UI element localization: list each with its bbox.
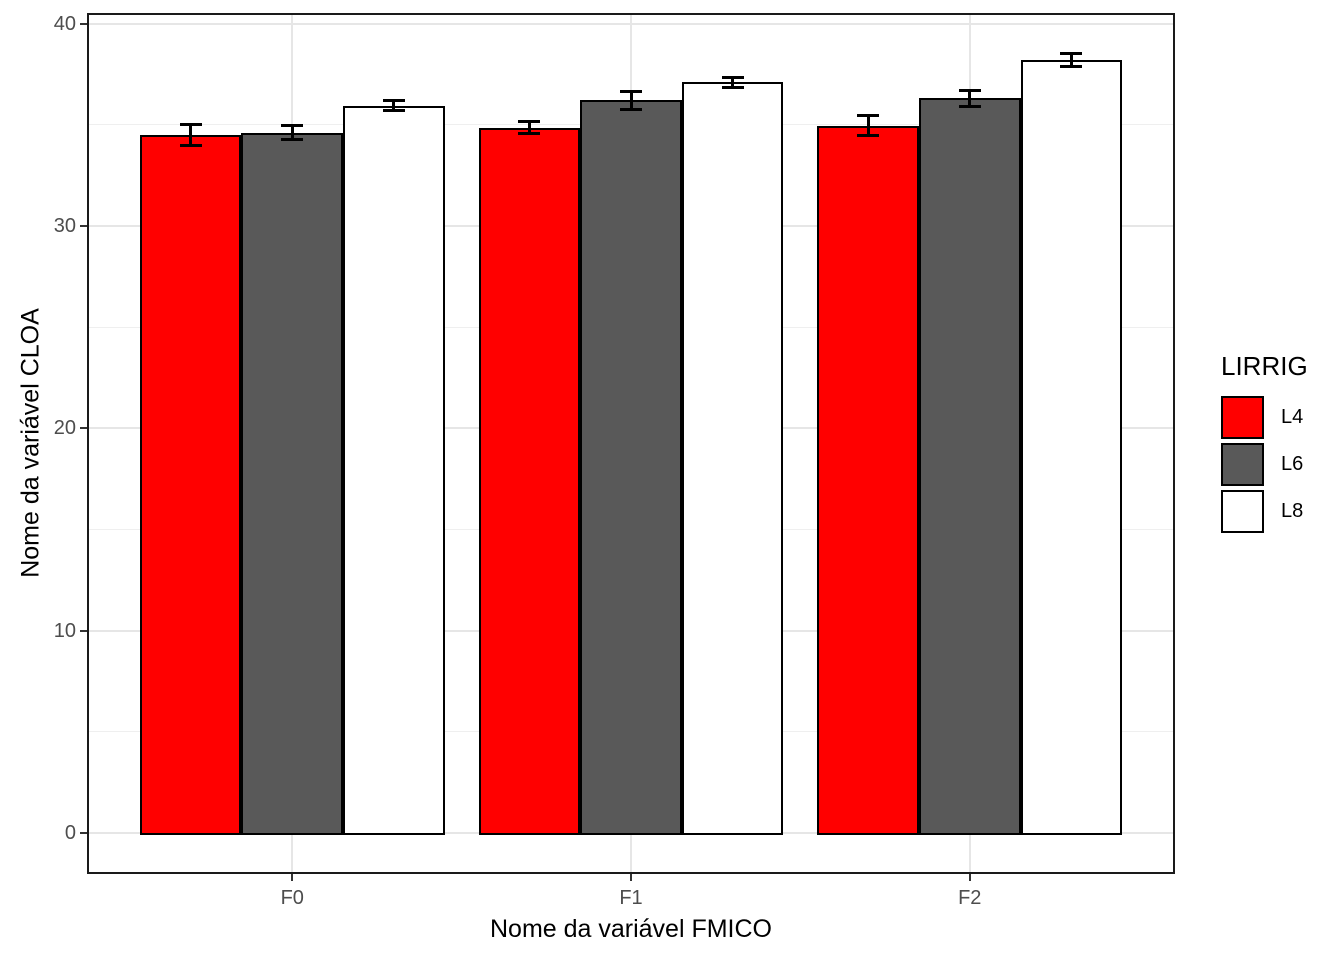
error-bar-F1-L8 — [731, 77, 735, 88]
legend-key-L8 — [1221, 490, 1264, 533]
chart-area — [89, 15, 1173, 872]
error-bar-F0-L4 — [189, 124, 193, 145]
error-bar-cap-top — [382, 98, 405, 102]
error-bar-cap-bottom — [518, 132, 541, 136]
error-bar-cap-top — [281, 124, 304, 128]
legend-items: L4 L6 L8 — [1221, 396, 1308, 533]
x-axis-tick — [291, 874, 294, 881]
y-axis-title: Nome da variável CLOA — [16, 308, 45, 578]
error-bar-cap-bottom — [857, 134, 880, 138]
error-bar-F2-L4 — [866, 115, 870, 136]
bar-F0-L4 — [139, 134, 242, 836]
bar-F2-L4 — [817, 125, 919, 836]
y-axis-tick — [80, 629, 87, 632]
error-bar-cap-top — [958, 88, 981, 92]
y-axis-tick — [80, 832, 87, 835]
y-axis-tick — [80, 427, 87, 430]
legend-label-L6: L6 — [1281, 453, 1304, 475]
bar-F2-L6 — [918, 98, 1021, 836]
x-axis-tick-label: F0 — [280, 887, 304, 909]
x-axis-tick-label: F2 — [958, 887, 982, 909]
x-axis-tick — [968, 874, 971, 881]
legend-label-L8: L8 — [1281, 500, 1304, 522]
error-bar-cap-bottom — [721, 85, 744, 89]
legend-key-L6 — [1221, 443, 1264, 486]
error-bar-cap-bottom — [179, 143, 202, 147]
bar-F0-L6 — [241, 132, 344, 836]
error-bar-cap-top — [857, 114, 880, 118]
plot-panel — [87, 13, 1175, 874]
y-axis-tick-label: 30 — [53, 214, 76, 237]
error-bar-F0-L6 — [290, 125, 294, 140]
y-axis-tick-label: 40 — [53, 12, 76, 35]
y-axis-tick-label: 0 — [64, 822, 76, 845]
y-axis-tick-label: 20 — [53, 417, 76, 440]
error-bar-F0-L8 — [392, 100, 396, 111]
y-axis-tick — [80, 224, 87, 227]
error-bar-cap-bottom — [1060, 64, 1083, 68]
x-axis-tick-label: F1 — [619, 887, 643, 909]
error-bar-cap-bottom — [281, 138, 304, 142]
error-bar-cap-bottom — [620, 108, 642, 112]
error-bar-cap-top — [620, 89, 642, 93]
error-bar-cap-bottom — [382, 109, 405, 113]
bar-F2-L8 — [1020, 60, 1123, 836]
legend-item-L8: L8 — [1221, 490, 1308, 533]
error-bar-F2-L6 — [968, 90, 972, 107]
legend-title: LIRRIG — [1221, 351, 1308, 381]
legend: LIRRIG L4 L6 L8 — [1221, 352, 1308, 537]
error-bar-cap-top — [1060, 52, 1083, 56]
legend-item-L6: L6 — [1221, 443, 1308, 486]
error-bar-cap-bottom — [958, 105, 981, 109]
bar-F0-L8 — [343, 105, 445, 836]
error-bar-cap-top — [518, 120, 541, 124]
legend-key-L4 — [1221, 396, 1264, 439]
legend-item-L4: L4 — [1221, 396, 1308, 439]
bar-F1-L4 — [478, 127, 581, 836]
legend-label-L4: L4 — [1281, 406, 1304, 428]
error-bar-F2-L8 — [1069, 53, 1073, 67]
error-bar-cap-top — [721, 75, 744, 79]
error-bar-cap-top — [179, 123, 202, 127]
error-bar-F1-L4 — [527, 121, 531, 134]
bar-F1-L8 — [681, 82, 784, 836]
y-axis-tick — [80, 22, 87, 25]
y-axis-tick-label: 10 — [53, 619, 76, 642]
x-axis-tick — [630, 874, 632, 881]
bar-F1-L6 — [580, 100, 682, 836]
error-bar-F1-L6 — [629, 91, 633, 110]
x-axis-title: Nome da variável FMICO — [489, 915, 773, 943]
